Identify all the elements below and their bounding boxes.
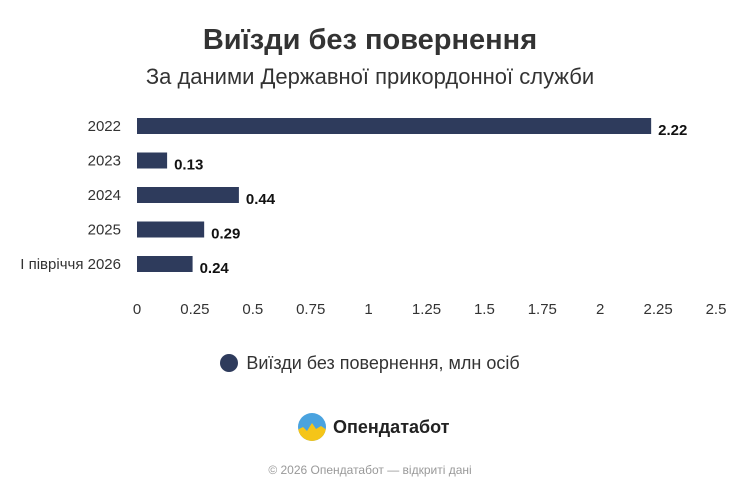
bar[interactable] xyxy=(137,221,205,238)
y-tick-label: I півріччя 2026 xyxy=(20,256,121,273)
legend-marker xyxy=(220,354,239,372)
x-tick-label: 0 xyxy=(133,301,141,318)
data-label: 2.22 xyxy=(658,122,687,139)
x-tick-label: 2.25 xyxy=(643,301,672,318)
bar[interactable] xyxy=(137,187,239,203)
legend-label: Виїзди без повернення, млн осіб xyxy=(246,353,520,373)
chart-subtitle: За даними Державної прикордонної служби xyxy=(145,64,595,89)
bar-chart: 2022 2.22 2023 0.13 2024 0.44 2025 0.29 I півріч… xyxy=(20,118,727,318)
data-label: 0.24 xyxy=(200,260,230,277)
data-label: 0.13 xyxy=(174,157,203,174)
bar[interactable] xyxy=(137,152,168,169)
x-tick-label: 1 xyxy=(364,301,372,318)
x-tick-label: 1.75 xyxy=(528,301,557,318)
brand: Опендатабот xyxy=(297,410,450,444)
chart-title: Виїзди без повернення xyxy=(202,24,538,56)
y-tick-label: 2025 xyxy=(88,222,121,239)
footer-copyright: © 2026 Опендатабот — відкриті дані xyxy=(268,463,472,477)
opendatabot-logo-icon xyxy=(298,413,326,441)
x-tick-label: 1.25 xyxy=(412,301,441,318)
y-tick-label: 2024 xyxy=(88,187,121,204)
x-tick-label: 0.5 xyxy=(242,301,263,318)
y-tick-label: 2022 xyxy=(88,118,121,135)
x-tick-label: 2 xyxy=(596,301,604,318)
x-tick-label: 0.75 xyxy=(296,301,325,318)
x-tick-label: 1.5 xyxy=(474,301,495,318)
bar[interactable] xyxy=(137,118,652,134)
data-label: 0.29 xyxy=(211,226,240,243)
y-tick-label: 2023 xyxy=(88,153,121,170)
bar[interactable] xyxy=(137,256,193,272)
chart-legend[interactable]: Виїзди без повернення, млн осіб xyxy=(0,353,740,374)
x-tick-label: 0.25 xyxy=(180,301,209,318)
data-label: 0.44 xyxy=(246,191,276,208)
x-tick-label: 2.5 xyxy=(706,301,727,318)
brand-name: Опендатабот xyxy=(333,416,450,437)
